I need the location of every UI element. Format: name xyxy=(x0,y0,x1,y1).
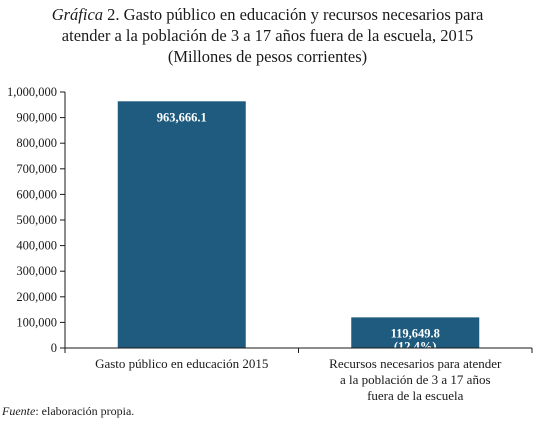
y-tick-label: 700,000 xyxy=(16,162,57,176)
y-tick-label: 200,000 xyxy=(16,290,57,304)
y-tick-label: 900,000 xyxy=(16,111,57,125)
y-tick-label: 100,000 xyxy=(16,315,57,329)
source-note: Fuente: elaboración propia. xyxy=(2,404,134,419)
x-tick-label: fuera de la escuela xyxy=(367,388,464,403)
source-text: : elaboración propia. xyxy=(35,404,135,418)
y-tick-label: 400,000 xyxy=(16,239,57,253)
data-label: 963,666.1 xyxy=(157,110,207,124)
x-tick-label: a la población de 3 a 17 años xyxy=(340,372,491,387)
y-tick-label: 600,000 xyxy=(16,187,57,201)
data-label: (12.4%) xyxy=(394,339,437,353)
chart-title-label: Gráfica xyxy=(51,5,104,24)
chart-subtitle: (Millones de pesos corrientes) xyxy=(167,47,368,66)
chart-title-line-1-text: 2. Gasto público en educación y recursos… xyxy=(103,5,484,24)
data-label: 119,649.8 xyxy=(391,326,440,340)
y-axis: 0 100,000 200,000 300,000 400,000 500,000 600,… xyxy=(7,85,66,355)
y-tick-label: 1,000,000 xyxy=(7,85,57,99)
x-tick-label: Gasto público en educación 2015 xyxy=(95,356,268,371)
y-tick-label: 500,000 xyxy=(16,213,57,227)
bars: 963,666.1 119,649.8(12.4%) xyxy=(117,101,480,353)
bar xyxy=(117,101,246,348)
bar xyxy=(351,317,480,348)
x-tick-label: Recursos necesarios para atender xyxy=(329,356,502,371)
source-label: Fuente xyxy=(2,404,36,418)
y-tick-label: 300,000 xyxy=(16,264,57,278)
chart-title: Gráfica 2. Gasto público en educación y … xyxy=(0,4,535,67)
y-tick-label: 0 xyxy=(51,341,57,355)
x-axis: Gasto público en educación 2015 Recursos … xyxy=(64,347,533,403)
chart-title-line-1: Gráfica 2. Gasto público en educación y … xyxy=(0,4,535,25)
chart-title-line-2: atender a la población de 3 a 17 años fu… xyxy=(61,26,474,45)
y-tick-label: 800,000 xyxy=(16,136,57,150)
